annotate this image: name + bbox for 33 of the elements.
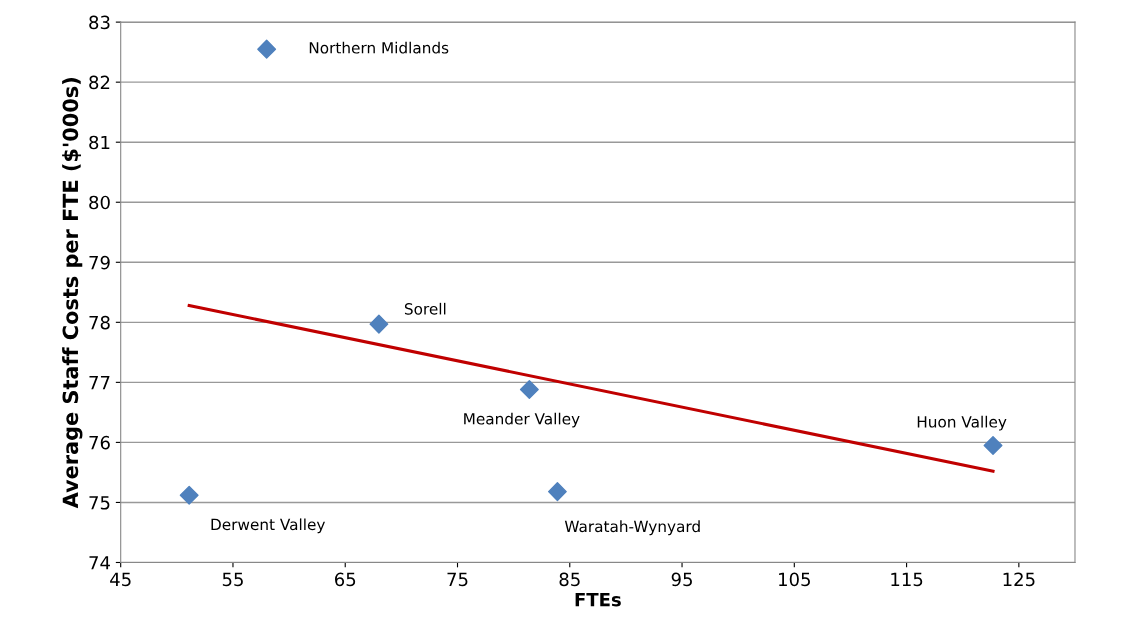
y-tick-label: 76 xyxy=(89,435,110,450)
point xyxy=(179,485,199,505)
point xyxy=(519,380,539,400)
y-tick-label: 79 xyxy=(89,255,110,270)
annotation: Sorell xyxy=(404,302,446,315)
point xyxy=(983,435,1003,455)
y-tick-label: 77 xyxy=(89,376,110,390)
annotation: Northern Midlands xyxy=(309,41,449,54)
x-tick-label: 105 xyxy=(779,572,810,587)
x-tick-label: 65 xyxy=(335,572,356,587)
y-tick-label: 82 xyxy=(89,75,110,90)
x-tick-label: 95 xyxy=(671,572,692,587)
y-tick-label: 80 xyxy=(89,195,110,210)
x-tick-label: 75 xyxy=(447,572,468,587)
annotation: Derwent Valley xyxy=(211,518,325,534)
x-tick-label: 85 xyxy=(559,572,580,587)
point xyxy=(547,482,567,502)
x-tick-label: 45 xyxy=(110,572,131,587)
x-tick-label: 55 xyxy=(222,572,243,587)
y-tick-label: 78 xyxy=(89,315,110,330)
point xyxy=(257,39,277,59)
y-tick-label: 83 xyxy=(89,15,110,30)
x-tick-label: 125 xyxy=(1003,572,1035,587)
annotation: Waratah-Wynyard xyxy=(564,520,700,536)
annotation: Huon Valley xyxy=(917,415,1007,431)
x-tick-label: 115 xyxy=(891,572,923,587)
y-tick-label: 75 xyxy=(89,496,110,510)
y-tick-label: 81 xyxy=(89,135,110,150)
y-tick-label: 74 xyxy=(89,556,110,570)
point xyxy=(369,314,389,334)
annotation: Meander Valley xyxy=(464,412,580,428)
x-axis-title: FTEs xyxy=(575,593,621,607)
y-axis-title: Average Staff Costs per FTE ($'000s) xyxy=(62,78,83,509)
